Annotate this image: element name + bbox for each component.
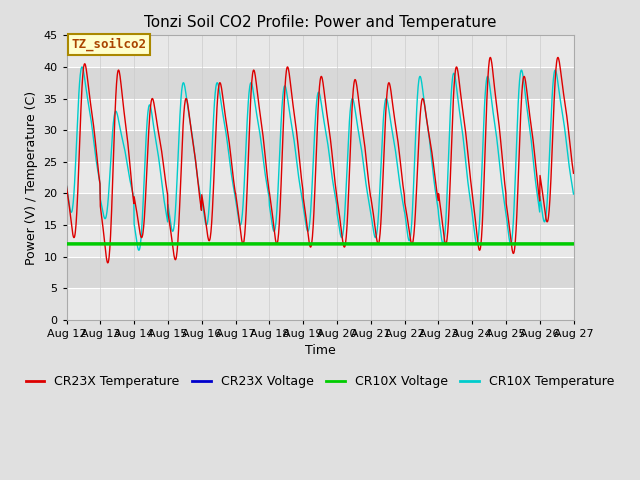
Bar [67, 162, 573, 193]
Bar [67, 193, 573, 225]
Text: TZ_soilco2: TZ_soilco2 [72, 38, 147, 51]
X-axis label: Time: Time [305, 344, 335, 357]
Bar [67, 36, 573, 67]
Bar [67, 67, 573, 98]
Bar [67, 225, 573, 256]
Bar [67, 98, 573, 130]
Legend: CR23X Temperature, CR23X Voltage, CR10X Voltage, CR10X Temperature: CR23X Temperature, CR23X Voltage, CR10X … [20, 370, 620, 393]
Y-axis label: Power (V) / Temperature (C): Power (V) / Temperature (C) [25, 91, 38, 264]
Bar [67, 130, 573, 162]
Title: Tonzi Soil CO2 Profile: Power and Temperature: Tonzi Soil CO2 Profile: Power and Temper… [144, 15, 496, 30]
Bar [67, 256, 573, 288]
Bar [67, 288, 573, 320]
